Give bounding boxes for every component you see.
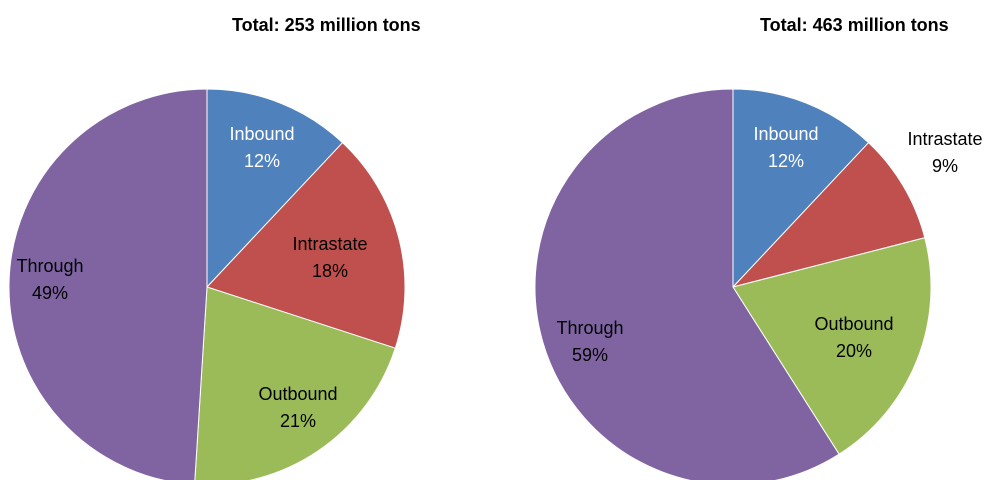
slice-label-outbound: Outbound — [814, 314, 893, 334]
slice-value-intrastate: 9% — [932, 156, 958, 176]
pie-slice-intrastate — [206, 141, 406, 349]
pie-slice-intrastate — [731, 141, 926, 288]
slice-label-inbound: Inbound — [229, 124, 294, 144]
slice-label-inbound: Inbound — [753, 124, 818, 144]
slice-value-outbound: 21% — [280, 411, 316, 431]
slice-value-through: 59% — [572, 345, 608, 365]
pie-slice-through — [534, 88, 840, 480]
pie-chart-left: Inbound 12% Intrastate 18% Outbound 21% Throug… — [8, 88, 406, 480]
slice-value-inbound: 12% — [768, 151, 804, 171]
pie-chart-right: Inbound 12% Intrastate 9% Outbound 20% Through… — [534, 88, 983, 480]
slice-value-through: 49% — [32, 283, 68, 303]
chart-title-left: Total: 253 million tons — [232, 15, 421, 35]
slice-value-inbound: 12% — [244, 151, 280, 171]
pie-slice-inbound — [732, 88, 870, 289]
chart-title-right: Total: 463 million tons — [760, 15, 949, 35]
slice-label-through: Through — [16, 256, 83, 276]
pie-slice-outbound — [732, 237, 932, 455]
slice-label-intrastate: Intrastate — [907, 129, 982, 149]
slice-value-outbound: 20% — [836, 341, 872, 361]
slice-value-intrastate: 18% — [312, 261, 348, 281]
slice-label-outbound: Outbound — [258, 384, 337, 404]
slice-label-intrastate: Intrastate — [292, 234, 367, 254]
pie-slice-through — [8, 88, 208, 480]
slice-label-through: Through — [556, 318, 623, 338]
pie-slice-inbound — [206, 88, 344, 289]
pie-slice-outbound — [194, 286, 396, 480]
